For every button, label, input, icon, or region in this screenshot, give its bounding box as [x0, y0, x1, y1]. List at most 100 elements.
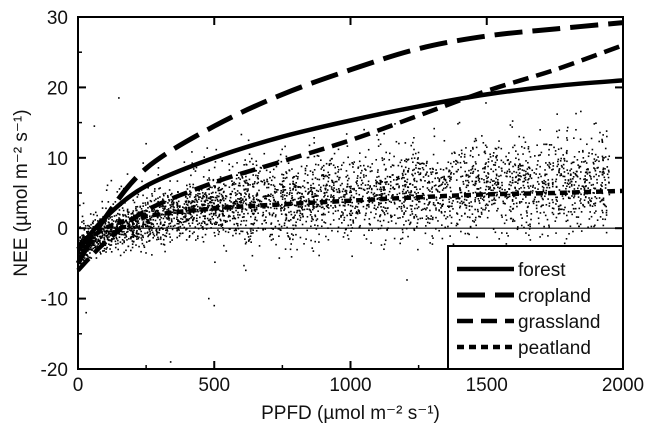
scatter-point: [545, 143, 548, 146]
scatter-point: [120, 233, 123, 236]
scatter-point: [298, 214, 301, 217]
scatter-point: [484, 166, 487, 168]
scatter-point: [558, 207, 560, 210]
scatter-point: [404, 180, 406, 182]
scatter-point: [149, 217, 151, 219]
scatter-point: [592, 161, 595, 164]
scatter-point: [304, 190, 307, 193]
scatter-point: [130, 229, 132, 232]
scatter-point: [441, 224, 443, 226]
scatter-point: [105, 220, 107, 222]
scatter-point: [180, 221, 183, 224]
scatter-point: [361, 169, 363, 172]
scatter-point: [170, 201, 173, 203]
scatter-point: [560, 157, 562, 160]
scatter-point: [492, 202, 495, 205]
scatter-point: [573, 188, 576, 190]
scatter-point: [552, 207, 555, 210]
scatter-point: [387, 221, 390, 223]
scatter-point: [377, 182, 380, 185]
scatter-point: [248, 193, 251, 195]
scatter-point: [297, 176, 299, 178]
scatter-point: [289, 237, 291, 240]
scatter-point: [566, 137, 568, 139]
scatter-point: [128, 211, 130, 214]
scatter-point: [214, 186, 216, 189]
scatter-point: [252, 195, 254, 197]
scatter-point: [334, 204, 336, 207]
scatter-point: [597, 156, 599, 158]
scatter-point: [455, 224, 458, 227]
scatter-point: [527, 173, 530, 176]
scatter-point: [414, 207, 416, 210]
scatter-point: [555, 198, 558, 201]
scatter-point: [392, 187, 394, 189]
scatter-point: [256, 193, 258, 195]
scatter-point: [130, 229, 133, 232]
scatter-point: [402, 184, 404, 187]
scatter-point: [324, 188, 327, 191]
scatter-point: [108, 243, 110, 246]
scatter-point: [517, 164, 520, 167]
scatter-point: [167, 217, 170, 220]
scatter-point: [449, 177, 451, 180]
scatter-point: [152, 225, 155, 228]
scatter-point: [157, 210, 160, 212]
scatter-point: [186, 184, 188, 187]
scatter-point: [511, 181, 514, 184]
scatter-point: [603, 172, 605, 174]
scatter-point: [402, 174, 404, 177]
scatter-point: [422, 208, 424, 211]
scatter-point: [418, 200, 420, 203]
scatter-point: [299, 186, 302, 189]
scatter-point: [506, 197, 508, 200]
scatter-point: [363, 218, 366, 221]
scatter-point: [322, 212, 325, 215]
scatter-point: [580, 193, 582, 196]
scatter-point: [283, 186, 286, 188]
scatter-point: [118, 236, 121, 239]
scatter-point: [206, 217, 209, 220]
scatter-point: [349, 189, 352, 192]
scatter-point: [419, 188, 421, 190]
scatter-point: [425, 208, 427, 211]
scatter-point: [143, 218, 145, 221]
scatter-point: [424, 225, 427, 227]
scatter-point: [318, 233, 320, 236]
scatter-point: [352, 220, 354, 223]
scatter-point: [368, 206, 370, 208]
scatter-point: [188, 193, 191, 195]
scatter-point: [582, 204, 585, 207]
scatter-point: [338, 188, 340, 190]
scatter-point: [237, 171, 240, 174]
scatter-point: [351, 201, 354, 204]
scatter-point: [188, 201, 191, 203]
scatter-point: [261, 223, 263, 225]
scatter-point: [164, 205, 167, 208]
scatter-point: [274, 188, 276, 190]
scatter-point: [485, 181, 488, 184]
scatter-point: [250, 210, 253, 213]
scatter-point: [219, 198, 222, 201]
scatter-point: [325, 183, 328, 186]
scatter-point: [112, 220, 115, 222]
scatter-point: [229, 228, 231, 231]
scatter-point: [148, 239, 151, 242]
scatter-point: [453, 151, 456, 154]
scatter-point: [144, 202, 147, 204]
scatter-point: [368, 187, 370, 190]
scatter-point: [579, 138, 582, 141]
scatter-point: [253, 197, 255, 199]
scatter-point: [372, 193, 375, 196]
scatter-point: [234, 192, 237, 194]
scatter-point: [543, 211, 545, 214]
scatter-point: [465, 199, 468, 201]
legend-label-grassland: grassland: [518, 312, 600, 333]
scatter-point: [260, 200, 263, 203]
scatter-point: [357, 166, 360, 169]
scatter-point: [321, 219, 323, 221]
scatter-point: [417, 157, 419, 159]
scatter-point: [522, 180, 524, 183]
scatter-point: [502, 200, 504, 203]
scatter-point: [217, 200, 219, 202]
